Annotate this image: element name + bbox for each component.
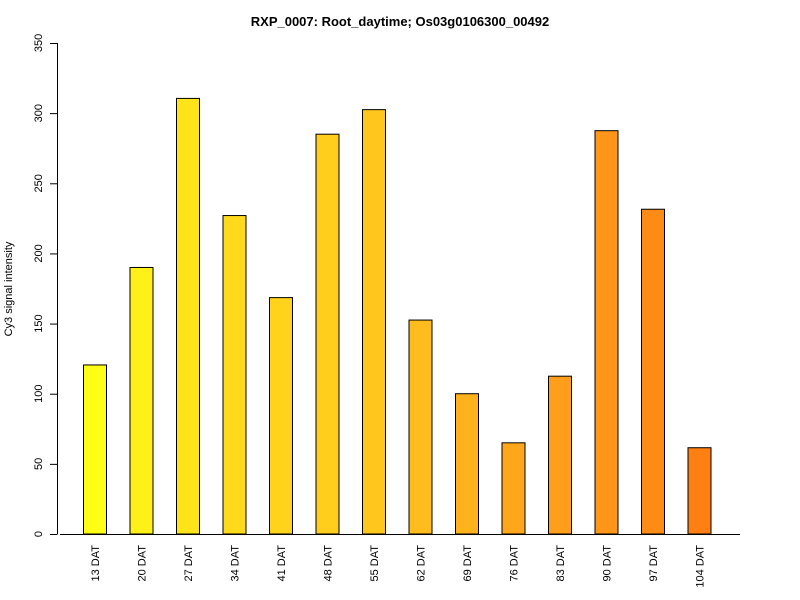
y-axis: 0 50 100 150 200 250 300 350 — [33, 34, 58, 537]
x-tick-label: 83 DAT — [555, 545, 567, 582]
y-tick-label: 350 — [33, 34, 45, 52]
bar-97-dat — [641, 208, 665, 535]
x-tick-label: 20 DAT — [137, 545, 149, 582]
bar-83-dat — [548, 375, 572, 535]
bar-27-dat — [176, 97, 200, 535]
bar-34-dat — [222, 215, 247, 535]
bar-62-dat — [408, 319, 433, 535]
x-tick-label: 55 DAT — [369, 545, 381, 582]
x-axis-labels: 13 DAT 20 DAT 27 DAT 34 DAT 41 DAT 48 DAT 55 D… — [90, 545, 707, 588]
y-tick-label: 200 — [33, 244, 45, 262]
x-tick-label: 97 DAT — [648, 545, 660, 582]
bar-48-dat — [315, 133, 340, 535]
bars — [83, 97, 712, 535]
bar-104-dat — [687, 447, 712, 535]
y-tick-label: 50 — [33, 458, 45, 470]
chart-title: RXP_0007: Root_daytime; Os03g0106300_004… — [251, 14, 549, 29]
x-tick-label: 69 DAT — [462, 545, 474, 582]
bar-90-dat — [594, 130, 619, 535]
bar-41-dat — [269, 297, 293, 535]
y-tick-label: 150 — [33, 314, 45, 332]
y-tick-label: 250 — [33, 174, 45, 192]
bar-13-dat — [83, 364, 107, 535]
x-tick-label: 34 DAT — [230, 545, 242, 582]
bar-55-dat — [362, 109, 386, 535]
y-tick-label: 100 — [33, 385, 45, 403]
x-tick-label: 62 DAT — [416, 545, 428, 582]
y-tick-label: 300 — [33, 104, 45, 122]
x-tick-label: 41 DAT — [276, 545, 288, 582]
bar-76-dat — [501, 442, 526, 535]
x-tick-label: 76 DAT — [509, 545, 521, 582]
bar-20-dat — [129, 266, 154, 535]
x-tick-label: 48 DAT — [323, 545, 335, 582]
x-tick-label: 13 DAT — [90, 545, 102, 582]
bar-69-dat — [455, 393, 479, 535]
x-tick-label: 104 DAT — [695, 545, 707, 588]
y-tick-label: 0 — [33, 531, 45, 537]
x-tick-label: 27 DAT — [183, 545, 195, 582]
y-axis-label: Cy3 signal intensity — [3, 241, 15, 336]
x-tick-label: 90 DAT — [602, 545, 614, 582]
